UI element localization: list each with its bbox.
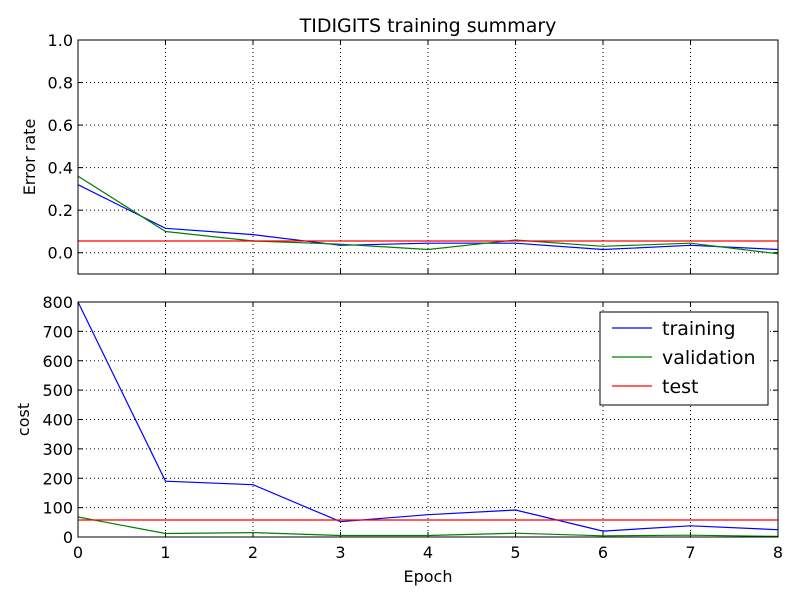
cost-panel: 0 1 2 3 4 5 6 7 8 0 100 200 300 400 500 600 700 800 cost Ep…: [14, 293, 783, 586]
x-tick-label: 5: [510, 543, 520, 562]
legend-label-training: training: [662, 318, 736, 340]
plot-frame: [77, 301, 779, 538]
series-line-training: [77, 301, 779, 532]
series-line-training: [77, 184, 779, 251]
legend-label-test: test: [662, 376, 699, 398]
legend-label-validation: validation: [662, 347, 756, 369]
y-tick-label: 800: [42, 293, 73, 312]
x-tick-label: 4: [423, 543, 433, 562]
plot-frame: [77, 39, 779, 275]
y-tick-label: 500: [42, 381, 73, 400]
x-tick-label: 0: [73, 543, 83, 562]
x-tick-label: 7: [685, 543, 695, 562]
x-tick-label: 3: [335, 543, 345, 562]
x-tick-label: 2: [248, 543, 258, 562]
y-tick-label: 400: [42, 411, 73, 430]
series-line-validation: [77, 175, 779, 255]
series-line-validation: [77, 516, 779, 537]
legend: training validation test: [599, 311, 769, 406]
y-axis-label: cost: [14, 403, 33, 436]
y-tick-label: 0.8: [48, 74, 73, 93]
y-axis-label: Error rate: [20, 119, 39, 196]
y-tick-label: 1.0: [48, 31, 73, 50]
x-axis-label: Epoch: [404, 567, 453, 586]
x-tick-label: 8: [773, 543, 783, 562]
y-tick-label: 300: [42, 440, 73, 459]
y-tick-label: 0.2: [48, 201, 73, 220]
x-tick-label: 6: [598, 543, 608, 562]
y-tick-label: 100: [42, 499, 73, 518]
y-tick-label: 700: [42, 322, 73, 341]
y-tick-label: 0.4: [48, 159, 73, 178]
y-tick-label: 0.0: [48, 244, 73, 263]
y-tick-label: 0: [63, 528, 73, 547]
error-rate-panel: 0.0 0.2 0.4 0.6 0.8 1.0 TIDIGITS training summ…: [20, 15, 779, 275]
y-tick-label: 200: [42, 469, 73, 488]
y-tick-label: 600: [42, 352, 73, 371]
x-tick-label: 1: [160, 543, 170, 562]
chart-title: TIDIGITS training summary: [299, 15, 557, 37]
y-tick-label: 0.6: [48, 116, 73, 135]
